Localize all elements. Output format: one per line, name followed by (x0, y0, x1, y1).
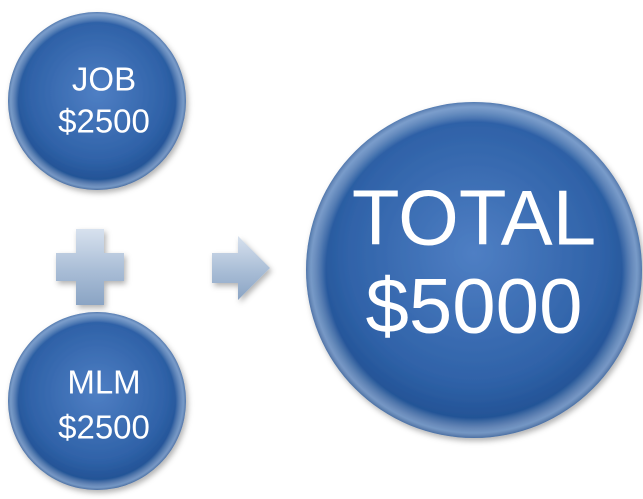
job-node: JOB $2500 (8, 12, 186, 190)
node-label: JOB (72, 61, 136, 98)
arrow (212, 236, 270, 300)
node-value: $2500 (58, 409, 150, 446)
mlm-node: MLM $2500 (8, 312, 186, 490)
total-node: TOTAL $5000 (306, 102, 642, 438)
node-label: MLM (67, 364, 140, 401)
node-rim (306, 102, 642, 438)
node-value: $2500 (58, 103, 150, 140)
node-value: $5000 (366, 262, 583, 350)
node-label: TOTAL (352, 174, 596, 262)
plus-sign (56, 229, 124, 305)
node-rim (8, 312, 186, 490)
node-rim (8, 12, 186, 190)
